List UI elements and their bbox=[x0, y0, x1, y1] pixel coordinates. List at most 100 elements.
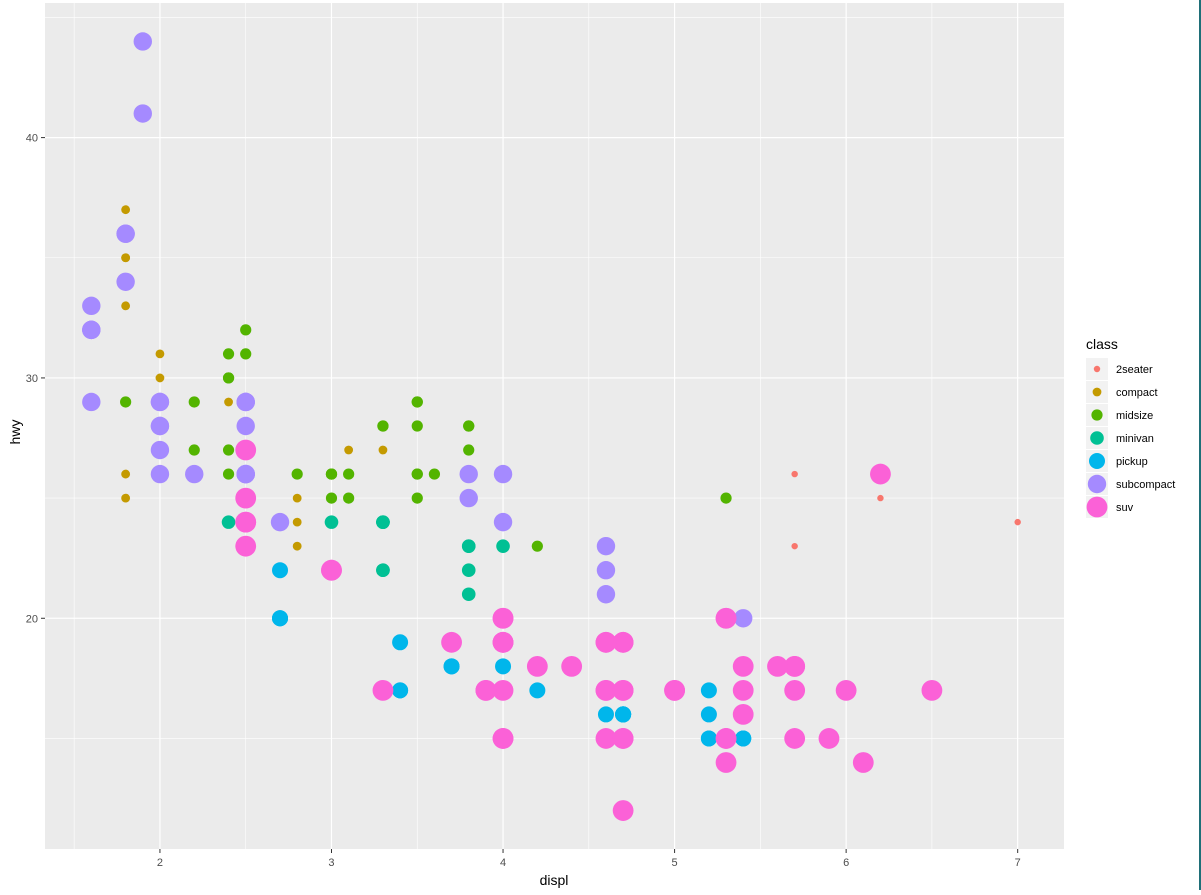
point-suv bbox=[732, 679, 754, 701]
point-suv bbox=[595, 631, 617, 653]
point-minivan bbox=[221, 515, 236, 529]
point-suv bbox=[235, 439, 257, 461]
point-subcompact bbox=[236, 416, 255, 436]
point-2seater bbox=[1014, 518, 1021, 526]
point-suv bbox=[492, 679, 514, 701]
point-2seater bbox=[791, 542, 798, 550]
legend-label-minivan: minivan bbox=[1116, 433, 1154, 445]
point-suv bbox=[784, 655, 806, 677]
grid-minor bbox=[45, 3, 1064, 849]
point-midsize bbox=[531, 540, 543, 552]
point-compact bbox=[121, 205, 131, 215]
point-subcompact bbox=[459, 464, 478, 484]
point-midsize bbox=[343, 492, 355, 504]
point-midsize bbox=[411, 420, 423, 432]
x-tick-label: 6 bbox=[843, 857, 849, 869]
point-compact bbox=[344, 445, 354, 455]
point-minivan bbox=[461, 587, 476, 602]
point-compact bbox=[292, 517, 302, 527]
point-midsize bbox=[291, 468, 303, 480]
plot-panel bbox=[45, 3, 1064, 849]
y-tick-label: 40 bbox=[26, 133, 38, 145]
y-axis-title: hwy bbox=[7, 420, 23, 445]
point-compact bbox=[121, 469, 131, 479]
point-subcompact bbox=[596, 561, 616, 580]
point-midsize bbox=[411, 468, 423, 480]
point-subcompact bbox=[82, 296, 101, 316]
point-subcompact bbox=[150, 416, 170, 436]
point-midsize bbox=[188, 396, 200, 408]
point-subcompact bbox=[596, 536, 616, 556]
point-subcompact bbox=[82, 320, 101, 340]
window-edge bbox=[1199, 0, 1201, 890]
point-minivan bbox=[376, 563, 390, 578]
point-suv bbox=[612, 800, 634, 821]
point-midsize bbox=[411, 492, 423, 504]
legend-label-subcompact: subcompact bbox=[1116, 479, 1175, 491]
point-midsize bbox=[325, 492, 338, 504]
point-midsize bbox=[463, 420, 475, 432]
point-suv bbox=[235, 487, 257, 509]
legend: class 2seater compact midsize minivan pickup… bbox=[1086, 336, 1175, 518]
point-suv bbox=[715, 752, 737, 773]
point-suv bbox=[612, 728, 634, 749]
point-compact bbox=[121, 301, 131, 311]
point-compact bbox=[292, 493, 302, 503]
point-suv bbox=[492, 728, 514, 749]
point-suv bbox=[767, 655, 788, 677]
point-compact bbox=[121, 253, 131, 263]
point-suv bbox=[492, 631, 514, 653]
point-pickup bbox=[272, 610, 289, 627]
point-subcompact bbox=[150, 392, 170, 412]
point-suv bbox=[612, 631, 634, 653]
point-compact bbox=[155, 373, 165, 383]
point-pickup bbox=[700, 706, 717, 723]
point-suv bbox=[784, 679, 806, 701]
point-minivan bbox=[376, 515, 390, 529]
point-midsize bbox=[222, 372, 235, 384]
legend-symbol-2seater bbox=[1093, 365, 1101, 373]
point-pickup bbox=[735, 730, 752, 747]
point-pickup bbox=[700, 682, 717, 699]
point-suv bbox=[835, 679, 857, 701]
point-suv bbox=[372, 679, 394, 701]
point-midsize bbox=[222, 348, 235, 360]
point-minivan bbox=[461, 563, 476, 578]
point-suv bbox=[732, 655, 754, 677]
point-midsize bbox=[463, 444, 475, 456]
point-subcompact bbox=[133, 104, 152, 123]
point-suv bbox=[235, 535, 257, 557]
legend-symbol-suv bbox=[1086, 496, 1108, 518]
legend-symbol-pickup bbox=[1089, 453, 1105, 469]
point-suv bbox=[612, 679, 634, 701]
point-suv bbox=[595, 679, 617, 701]
point-subcompact bbox=[493, 512, 513, 532]
point-pickup bbox=[392, 634, 409, 651]
point-suv bbox=[526, 655, 548, 677]
point-subcompact bbox=[116, 224, 135, 243]
grid-major bbox=[45, 3, 1064, 849]
point-compact bbox=[292, 541, 302, 551]
point-pickup bbox=[700, 730, 717, 747]
point-subcompact bbox=[116, 272, 135, 291]
point-midsize bbox=[720, 492, 732, 504]
legend-title: class bbox=[1086, 336, 1118, 352]
point-subcompact bbox=[459, 488, 478, 508]
point-suv bbox=[818, 728, 840, 749]
legend-label-pickup: pickup bbox=[1116, 456, 1148, 468]
point-suv bbox=[321, 559, 342, 581]
legend-label-midsize: midsize bbox=[1116, 410, 1153, 422]
point-2seater bbox=[791, 470, 798, 478]
point-midsize bbox=[325, 468, 338, 480]
point-suv bbox=[492, 607, 514, 629]
x-axis-title: displ bbox=[540, 872, 569, 888]
point-midsize bbox=[240, 324, 252, 336]
point-suv bbox=[715, 728, 737, 749]
point-subcompact bbox=[734, 609, 753, 628]
point-suv bbox=[715, 607, 737, 629]
point-subcompact bbox=[82, 392, 101, 412]
point-subcompact bbox=[150, 464, 170, 484]
point-subcompact bbox=[596, 585, 616, 604]
